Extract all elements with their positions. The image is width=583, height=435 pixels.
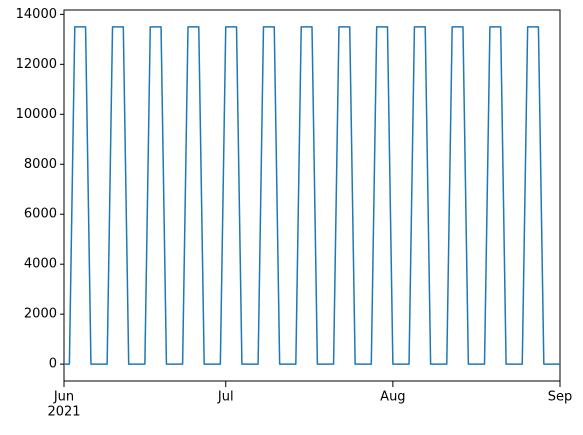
data-line	[64, 26, 560, 365]
x-tick-label: Aug	[380, 390, 405, 405]
y-tick-label: 10000	[16, 107, 57, 122]
axes-frame	[63, 9, 561, 382]
x-tick-label: Jun	[53, 390, 74, 405]
x-year-label: 2021	[47, 405, 80, 420]
y-tick-label: 6000	[24, 207, 57, 222]
x-tick-label: Sep	[548, 390, 573, 405]
y-tick-label: 12000	[16, 57, 57, 72]
y-tick-label: 8000	[24, 157, 57, 172]
y-tick-label: 14000	[16, 7, 57, 22]
y-tick-label: 4000	[24, 257, 57, 272]
y-tick-label: 2000	[24, 307, 57, 322]
y-tick-label: 0	[49, 357, 57, 372]
x-tick-label: Jul	[217, 390, 234, 405]
